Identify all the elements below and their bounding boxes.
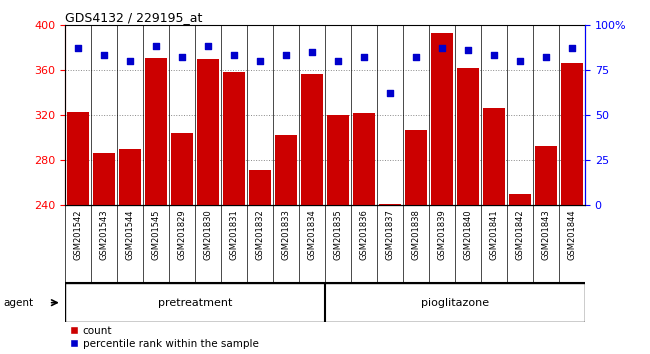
Legend: count, percentile rank within the sample: count, percentile rank within the sample [70, 326, 259, 349]
Bar [197, 59, 219, 205]
Point [307, 49, 317, 55]
Bar [379, 204, 401, 205]
Text: pioglitazone: pioglitazone [421, 298, 489, 308]
Text: GSM201545: GSM201545 [151, 209, 161, 260]
Point [489, 53, 499, 58]
Text: GSM201834: GSM201834 [307, 209, 317, 260]
Text: GSM201839: GSM201839 [437, 209, 447, 260]
Bar [405, 130, 427, 205]
Point [567, 45, 577, 51]
Text: GSM201829: GSM201829 [177, 209, 187, 260]
Point [437, 45, 447, 51]
Bar [301, 74, 323, 205]
Point [333, 58, 343, 64]
Text: GSM201836: GSM201836 [359, 209, 369, 260]
Text: GSM201544: GSM201544 [125, 209, 135, 260]
Point [125, 58, 135, 64]
Point [281, 53, 291, 58]
Point [411, 55, 421, 60]
Point [463, 47, 473, 53]
Text: GSM201831: GSM201831 [229, 209, 239, 260]
Bar [431, 33, 453, 205]
Text: GSM201830: GSM201830 [203, 209, 213, 260]
Text: GSM201844: GSM201844 [567, 209, 577, 260]
Point [229, 53, 239, 58]
Point [73, 45, 83, 51]
Bar [483, 108, 505, 205]
Bar [119, 149, 141, 205]
Point [541, 55, 551, 60]
Point [359, 55, 369, 60]
Point [385, 91, 395, 96]
Bar [145, 57, 167, 205]
Point [515, 58, 525, 64]
Text: GSM201838: GSM201838 [411, 209, 421, 260]
Text: GSM201843: GSM201843 [541, 209, 551, 260]
Point [255, 58, 265, 64]
Point [99, 53, 109, 58]
Bar [275, 135, 297, 205]
Point [203, 44, 213, 49]
Bar [535, 145, 557, 205]
Point [177, 55, 187, 60]
Text: GSM201833: GSM201833 [281, 209, 291, 260]
Point [151, 44, 161, 49]
Text: GSM201832: GSM201832 [255, 209, 265, 260]
Bar [457, 68, 479, 205]
Text: GDS4132 / 229195_at: GDS4132 / 229195_at [65, 11, 202, 24]
Bar [93, 153, 115, 205]
Text: GSM201835: GSM201835 [333, 209, 343, 260]
Text: GSM201842: GSM201842 [515, 209, 525, 260]
Text: GSM201542: GSM201542 [73, 209, 83, 260]
Bar [509, 194, 531, 205]
Bar [171, 133, 193, 205]
Text: GSM201543: GSM201543 [99, 209, 109, 260]
Text: pretreatment: pretreatment [158, 298, 232, 308]
Bar [561, 63, 583, 205]
Bar [67, 112, 89, 205]
Bar [223, 72, 245, 205]
Bar [327, 115, 349, 205]
Bar [353, 113, 375, 205]
Text: agent: agent [3, 298, 33, 308]
Text: GSM201837: GSM201837 [385, 209, 395, 260]
Text: GSM201840: GSM201840 [463, 209, 473, 260]
Bar [249, 170, 271, 205]
Text: GSM201841: GSM201841 [489, 209, 499, 260]
